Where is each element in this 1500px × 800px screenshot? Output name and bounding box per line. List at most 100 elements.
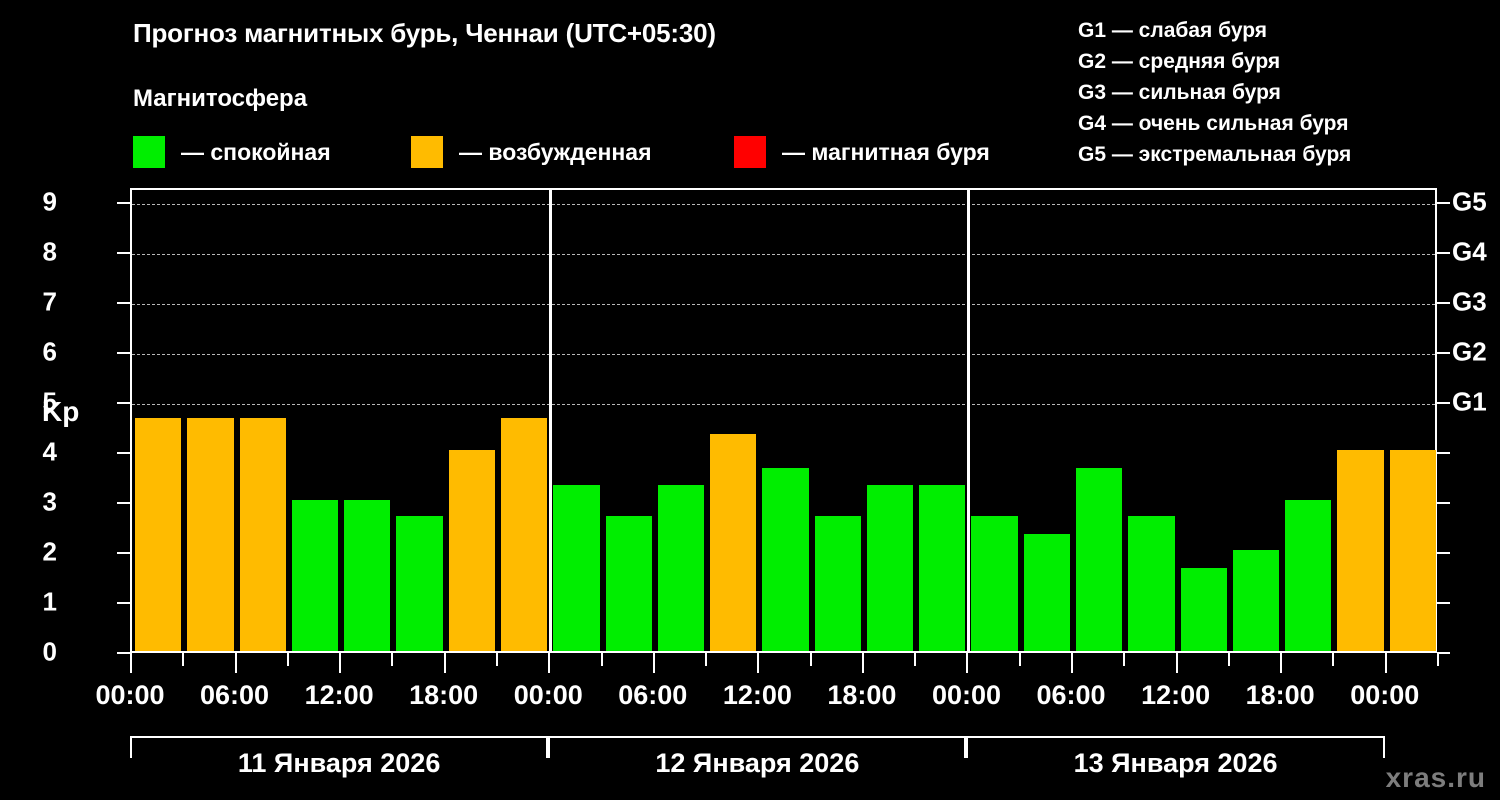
y-axis-tick-mark-5 xyxy=(117,402,130,404)
g-scale-row-5: G5 — экстремальная буря xyxy=(1078,143,1352,166)
g-axis-tick-mark-G3 xyxy=(1437,302,1450,304)
x-axis-tick-label: 06:00 xyxy=(618,680,688,710)
page-title: Прогноз магнитных бурь, Ченнаи (UTC+05:3… xyxy=(133,18,716,48)
day-separator-1 xyxy=(548,190,552,651)
bar xyxy=(1076,467,1123,651)
y-axis-tick-mark-3 xyxy=(117,502,130,504)
x-axis-tick-label: 12:00 xyxy=(304,680,374,710)
y-axis-tick-mark-1 xyxy=(117,602,130,604)
gridline-kp-5 xyxy=(132,404,1435,405)
legend-item-storm: — магнитная буря xyxy=(734,133,990,171)
x-axis-tick-label: 00:00 xyxy=(513,680,583,710)
x-axis-tick-label: 12:00 xyxy=(722,680,792,710)
g-axis-tick-mark-G1 xyxy=(1437,402,1450,404)
bar xyxy=(291,499,339,651)
y-axis-tick-mark-6 xyxy=(117,352,130,354)
plot-area xyxy=(130,188,1437,653)
g-axis-minor-mark-4 xyxy=(1437,452,1450,454)
g-scale-row-1: G1 — слабая буря xyxy=(1078,19,1268,42)
y-axis-tick-mark-0 xyxy=(117,652,130,654)
y-axis-tick-label-5: 5 xyxy=(42,386,57,417)
y-axis-tick-label-1: 1 xyxy=(42,586,57,617)
g-scale-row-4: G4 — очень сильная буря xyxy=(1078,112,1349,135)
bar xyxy=(1389,449,1436,651)
g-axis-tick-mark-G5 xyxy=(1437,202,1450,204)
g-axis-tick-label-G4: G4 xyxy=(1452,236,1487,267)
y-axis-tick-label-6: 6 xyxy=(42,336,57,367)
magnetosphere-section-label: Магнитосфера xyxy=(133,85,308,112)
x-axis-tick-label: 06:00 xyxy=(1036,680,1106,710)
y-axis-tick-label-3: 3 xyxy=(42,486,57,517)
y-axis-tick-label-8: 8 xyxy=(42,236,57,267)
x-axis-tick-label: 06:00 xyxy=(200,680,270,710)
x-axis-major-tick xyxy=(966,653,969,673)
bar xyxy=(135,417,182,651)
x-axis-minor-tick xyxy=(391,653,394,666)
bar xyxy=(500,417,548,651)
legend-swatch-quiet-icon xyxy=(133,136,165,168)
bar xyxy=(1232,549,1280,651)
bar xyxy=(187,417,234,651)
x-axis-major-tick xyxy=(861,653,864,673)
y-axis-tick-label-2: 2 xyxy=(42,536,57,567)
x-axis-tick-label: 00:00 xyxy=(931,680,1001,710)
legend-label-storm: — магнитная буря xyxy=(782,138,990,165)
x-axis-minor-tick xyxy=(1018,653,1021,666)
plot-inner xyxy=(132,190,1436,651)
bar xyxy=(919,484,966,651)
x-axis-minor-tick xyxy=(182,653,185,666)
bar xyxy=(1023,533,1071,651)
bar xyxy=(657,484,705,651)
y-axis-tick-mark-4 xyxy=(117,452,130,454)
g-axis-minor-mark-3 xyxy=(1437,502,1450,504)
x-axis-minor-tick xyxy=(1123,653,1126,666)
bar xyxy=(605,516,652,651)
x-axis-minor-tick xyxy=(809,653,812,666)
bar xyxy=(448,449,495,651)
day-bracket-3 xyxy=(966,736,1385,758)
x-axis-major-tick xyxy=(234,653,237,673)
x-axis-major-tick xyxy=(339,653,342,673)
x-axis-major-tick xyxy=(652,653,655,673)
legend-label-quiet: — спокойная xyxy=(181,138,331,165)
y-axis-tick-mark-8 xyxy=(117,252,130,254)
bar xyxy=(1128,516,1175,651)
bar xyxy=(866,484,914,651)
y-axis-tick-mark-7 xyxy=(117,302,130,304)
day-label-1: 11 Января 2026 xyxy=(237,748,441,778)
y-axis-tick-mark-2 xyxy=(117,552,130,554)
day-bracket-1 xyxy=(130,736,549,758)
gridline-kp-9 xyxy=(132,204,1435,205)
bar xyxy=(396,516,443,651)
y-axis-tick-label-9: 9 xyxy=(42,186,57,217)
bar xyxy=(710,433,757,651)
x-axis-major-tick xyxy=(1384,653,1387,673)
bar xyxy=(814,516,861,651)
g-axis-tick-label-G3: G3 xyxy=(1452,286,1487,317)
legend-swatch-storm-icon xyxy=(734,136,766,168)
x-axis-minor-tick xyxy=(914,653,917,666)
legend-item-unsettled: — возбужденная xyxy=(411,133,652,171)
day-bracket-2 xyxy=(548,736,967,758)
g-scale-legend: G1 — слабая буря G2 — средняя буря G3 — си… xyxy=(1078,15,1493,170)
g-axis-tick-label-G2: G2 xyxy=(1452,336,1487,367)
bar xyxy=(971,516,1018,651)
bar xyxy=(762,467,809,651)
g-scale-row-2: G2 — средняя буря xyxy=(1078,50,1281,73)
gridline-kp-8 xyxy=(132,254,1435,255)
x-axis-minor-tick xyxy=(1332,653,1335,666)
legend-label-unsettled: — возбужденная xyxy=(459,138,652,165)
x-axis-minor-tick xyxy=(1437,653,1439,666)
y-axis-tick-label-7: 7 xyxy=(42,286,57,317)
day-label-2: 12 Января 2026 xyxy=(655,748,860,778)
watermark: xras.ru xyxy=(1385,762,1486,793)
x-axis-minor-tick xyxy=(1227,653,1230,666)
bar xyxy=(1285,499,1332,651)
bar xyxy=(344,499,391,651)
y-axis-tick-mark-9 xyxy=(117,202,130,204)
x-axis-major-tick xyxy=(1175,653,1178,673)
day-label-3: 13 Января 2026 xyxy=(1073,748,1278,778)
x-axis-minor-tick xyxy=(495,653,498,666)
g-axis-tick-mark-G2 xyxy=(1437,352,1450,354)
x-axis-tick-label: 18:00 xyxy=(827,680,897,710)
